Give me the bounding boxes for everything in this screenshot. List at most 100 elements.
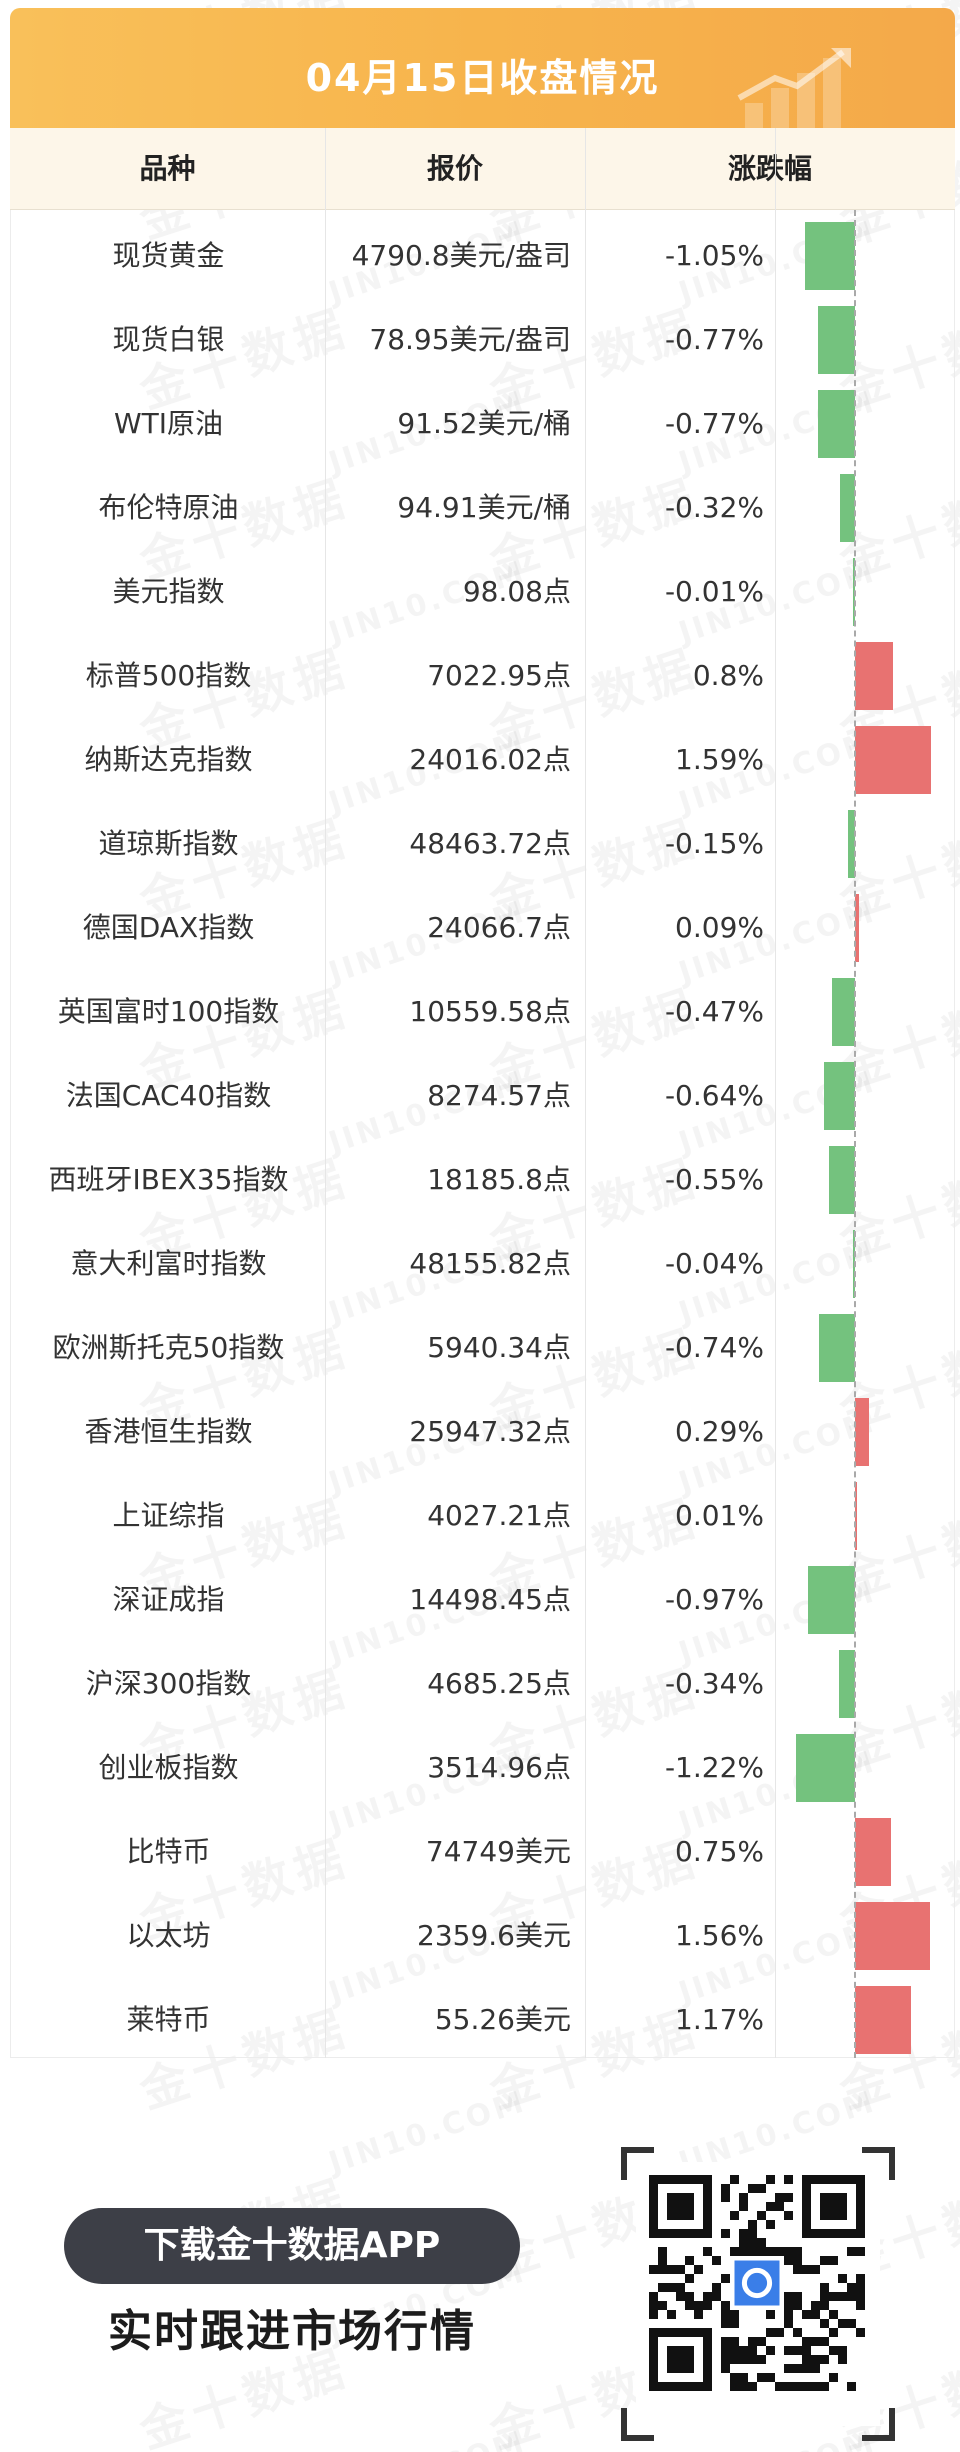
change-bar-down bbox=[828, 1146, 855, 1214]
instrument-name: 莱特币 bbox=[126, 2003, 211, 2036]
table-row: 比特币 74749美元 0.75% bbox=[11, 1810, 956, 1894]
change-bar-cell bbox=[776, 718, 956, 802]
change-bar-up bbox=[855, 1818, 891, 1886]
zero-axis bbox=[854, 210, 856, 2058]
change-bar-cell bbox=[776, 1054, 956, 1138]
change-bar-cell bbox=[776, 1642, 956, 1726]
instrument-price: 10559.58点 bbox=[409, 995, 571, 1028]
instrument-name: 布伦特原油 bbox=[98, 491, 239, 524]
instrument-price: 4685.25点 bbox=[427, 1667, 571, 1700]
instrument-change: -1.22% bbox=[664, 1751, 764, 1784]
change-bar-down bbox=[808, 1566, 855, 1634]
change-bar-cell bbox=[776, 634, 956, 718]
instrument-change: 0.75% bbox=[675, 1835, 764, 1868]
instrument-change: -0.55% bbox=[664, 1163, 764, 1196]
watermark-text: JIN10.COM bbox=[325, 2424, 531, 2452]
download-app-button[interactable]: 下载金十数据APP bbox=[64, 2208, 520, 2284]
instrument-price: 55.26美元 bbox=[434, 2003, 571, 2036]
instrument-name: 现货黄金 bbox=[112, 239, 225, 272]
column-divider bbox=[775, 128, 776, 2058]
instrument-name: 现货白银 bbox=[112, 323, 225, 356]
instrument-price: 94.91美元/桶 bbox=[397, 491, 571, 524]
instrument-name: 欧洲斯托克50指数 bbox=[52, 1331, 285, 1364]
change-bar-up bbox=[855, 1902, 930, 1970]
table-body: 现货黄金 4790.8美元/盎司 -1.05% 现货白银 78.95美元/盎司 -0.77… bbox=[10, 210, 955, 2058]
change-bar-cell bbox=[776, 970, 956, 1054]
change-bar-cell bbox=[776, 1894, 956, 1978]
instrument-price: 2359.6美元 bbox=[417, 1919, 571, 1952]
change-bar-cell bbox=[776, 1390, 956, 1474]
qr-code-pattern bbox=[636, 2162, 880, 2426]
table-row: 纳斯达克指数 24016.02点 1.59% bbox=[11, 718, 956, 802]
change-bar-down bbox=[847, 810, 855, 878]
page-title: 04月15日收盘情况 bbox=[305, 56, 660, 100]
table-row: 意大利富时指数 48155.82点 -0.04% bbox=[11, 1222, 956, 1306]
instrument-change: 0.29% bbox=[675, 1415, 764, 1448]
table-row: 法国CAC40指数 8274.57点 -0.64% bbox=[11, 1054, 956, 1138]
market-close-card: 04月15日收盘情况 品种 报价 涨跌幅 现货黄金 4790.8美元/盎司 -1.0… bbox=[10, 0, 955, 2058]
instrument-price: 14498.45点 bbox=[409, 1583, 571, 1616]
change-bar-cell bbox=[776, 1558, 956, 1642]
instrument-change: -0.77% bbox=[664, 407, 764, 440]
change-bar-up bbox=[855, 726, 932, 794]
table-row: 创业板指数 3514.96点 -1.22% bbox=[11, 1726, 956, 1810]
change-bar-down bbox=[804, 222, 855, 290]
instrument-change: -0.74% bbox=[664, 1331, 764, 1364]
instrument-price: 48463.72点 bbox=[409, 827, 571, 860]
instrument-price: 98.08点 bbox=[462, 575, 571, 608]
instrument-price: 4027.21点 bbox=[427, 1499, 571, 1532]
instrument-name: 标普500指数 bbox=[85, 659, 252, 692]
change-bar-cell bbox=[776, 550, 956, 634]
change-bar-down bbox=[819, 1314, 855, 1382]
promo-subtitle: 实时跟进市场行情 bbox=[108, 2306, 476, 2357]
instrument-name: 德国DAX指数 bbox=[82, 911, 255, 944]
table-row: 深证成指 14498.45点 -0.97% bbox=[11, 1558, 956, 1642]
change-bar-down bbox=[838, 1650, 855, 1718]
instrument-name: 深证成指 bbox=[112, 1583, 225, 1616]
instrument-price: 5940.34点 bbox=[427, 1331, 571, 1364]
instrument-change: -0.32% bbox=[664, 491, 764, 524]
instrument-price: 74749美元 bbox=[425, 1835, 571, 1868]
change-bar-up bbox=[855, 1482, 857, 1550]
instrument-price: 48155.82点 bbox=[409, 1247, 571, 1280]
table-row: 以太坊 2359.6美元 1.56% bbox=[11, 1894, 956, 1978]
change-bar-down bbox=[839, 474, 855, 542]
instrument-name: 香港恒生指数 bbox=[84, 1415, 253, 1448]
instrument-change: -0.77% bbox=[664, 323, 764, 356]
instrument-name: WTI原油 bbox=[113, 407, 224, 440]
change-bar-cell bbox=[776, 1306, 956, 1390]
table-row: 美元指数 98.08点 -0.01% bbox=[11, 550, 956, 634]
instrument-price: 3514.96点 bbox=[427, 1751, 571, 1784]
change-bar-up bbox=[855, 894, 860, 962]
instrument-name: 英国富时100指数 bbox=[57, 995, 280, 1028]
table-row: 道琼斯指数 48463.72点 -0.15% bbox=[11, 802, 956, 886]
table-row: 莱特币 55.26美元 1.17% bbox=[11, 1978, 956, 2062]
instrument-change: 1.59% bbox=[675, 743, 764, 776]
change-bar-down bbox=[818, 306, 855, 374]
instrument-change: -0.15% bbox=[664, 827, 764, 860]
table-row: 英国富时100指数 10559.58点 -0.47% bbox=[11, 970, 956, 1054]
change-bar-cell bbox=[776, 1810, 956, 1894]
instrument-change: -0.04% bbox=[664, 1247, 764, 1280]
table-row: 布伦特原油 94.91美元/桶 -0.32% bbox=[11, 466, 956, 550]
instrument-name: 以太坊 bbox=[126, 1919, 211, 1952]
change-bar-up bbox=[855, 1986, 912, 2054]
instrument-price: 7022.95点 bbox=[427, 659, 571, 692]
title-banner: 04月15日收盘情况 bbox=[10, 8, 955, 138]
instrument-price: 24016.02点 bbox=[409, 743, 571, 776]
instrument-change: 0.8% bbox=[692, 659, 764, 692]
change-bar-cell bbox=[776, 1222, 956, 1306]
table-row: 沪深300指数 4685.25点 -0.34% bbox=[11, 1642, 956, 1726]
change-bar-up bbox=[855, 1398, 869, 1466]
change-bar-down bbox=[796, 1734, 855, 1802]
qr-code bbox=[620, 2146, 896, 2442]
table-row: 上证综指 4027.21点 0.01% bbox=[11, 1474, 956, 1558]
instrument-name: 比特币 bbox=[126, 1835, 211, 1868]
instrument-name: 意大利富时指数 bbox=[70, 1247, 267, 1280]
table-row: 现货黄金 4790.8美元/盎司 -1.05% bbox=[11, 214, 956, 298]
change-bar-cell bbox=[776, 886, 956, 970]
instrument-name: 创业板指数 bbox=[98, 1751, 239, 1784]
table-row: 德国DAX指数 24066.7点 0.09% bbox=[11, 886, 956, 970]
instrument-name: 西班牙IBEX35指数 bbox=[48, 1163, 289, 1196]
change-bar-cell bbox=[776, 1978, 956, 2062]
